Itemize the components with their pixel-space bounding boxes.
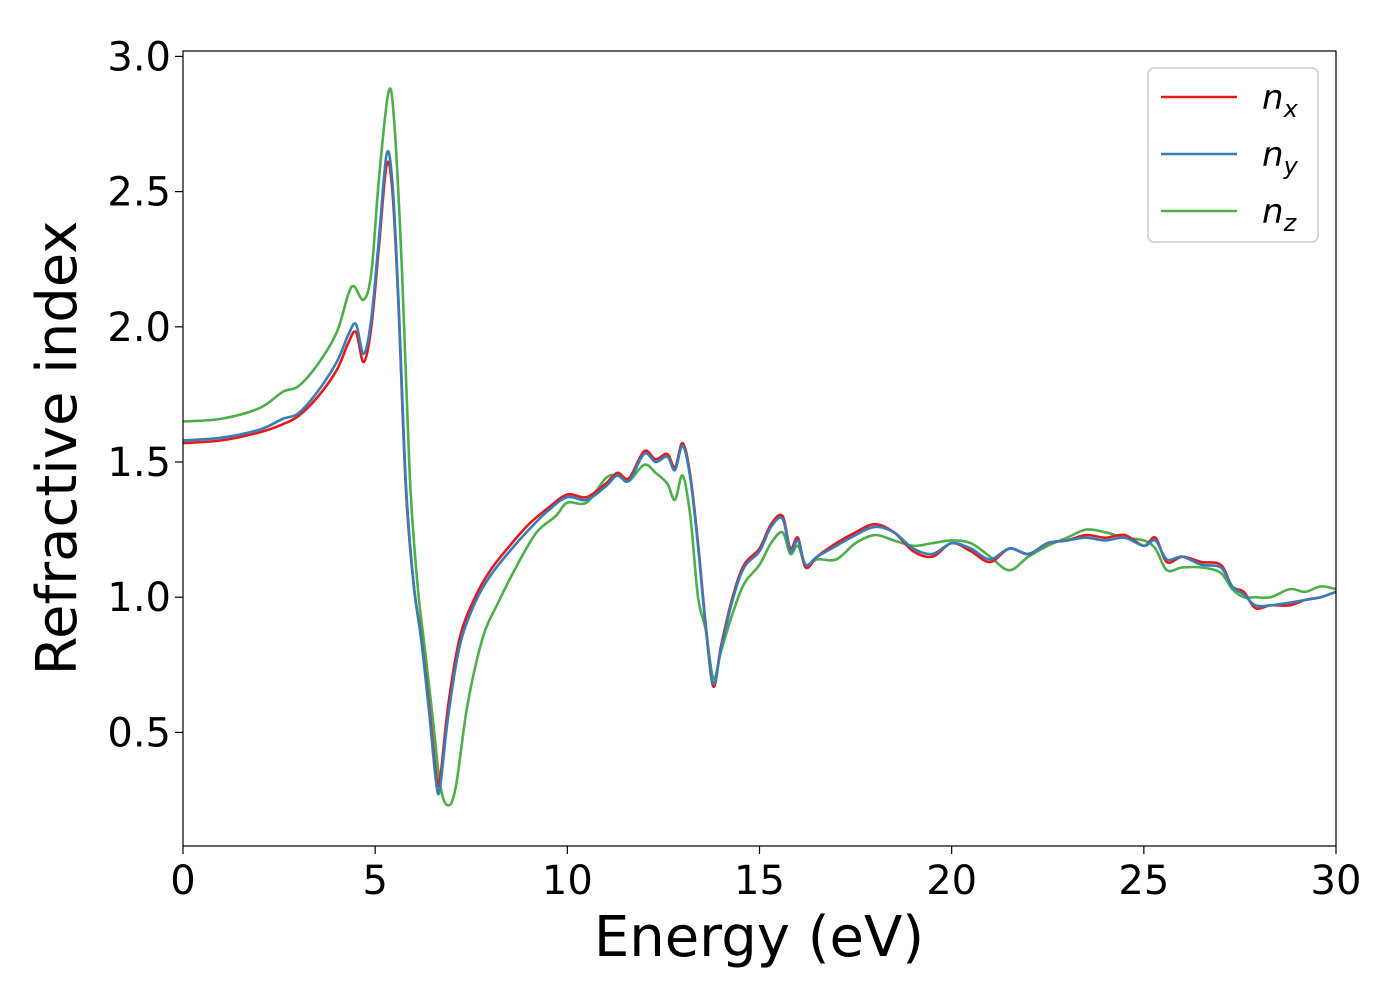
- x-tick-label: 0: [170, 858, 195, 904]
- y-tick-label: 1.5: [107, 440, 171, 486]
- x-tick-label: 10: [542, 858, 593, 904]
- x-axis-title: Energy (eV): [594, 905, 924, 970]
- y-axis-ticks: 0.5 1.0 1.5 2.0 2.5 3.0: [107, 34, 183, 756]
- x-tick-label: 20: [926, 858, 977, 904]
- legend-label-n-z: nz: [1262, 192, 1298, 237]
- y-axis-title: Refractive index: [25, 221, 90, 676]
- y-tick-label: 3.0: [107, 34, 171, 80]
- y-tick-label: 0.5: [107, 710, 171, 756]
- legend-label-n-x: nx: [1262, 78, 1299, 123]
- y-tick-label: 1.0: [107, 575, 171, 621]
- legend: nx ny nz: [1147, 67, 1319, 243]
- x-tick-label: 5: [362, 858, 387, 904]
- legend-label-n-y: ny: [1262, 135, 1299, 180]
- x-axis-ticks: 0 5 10 15 20 25 30: [170, 846, 1361, 904]
- x-tick-label: 15: [734, 858, 785, 904]
- legend-entries: nx ny nz: [1161, 78, 1299, 237]
- plot-lines: [183, 87, 1336, 807]
- x-tick-label: 25: [1118, 858, 1169, 904]
- y-tick-label: 2.0: [107, 305, 171, 351]
- series-line-n-y: [183, 150, 1336, 796]
- x-tick-label: 30: [1311, 858, 1362, 904]
- y-tick-label: 2.5: [107, 170, 171, 216]
- series-line-n-x: [183, 160, 1336, 788]
